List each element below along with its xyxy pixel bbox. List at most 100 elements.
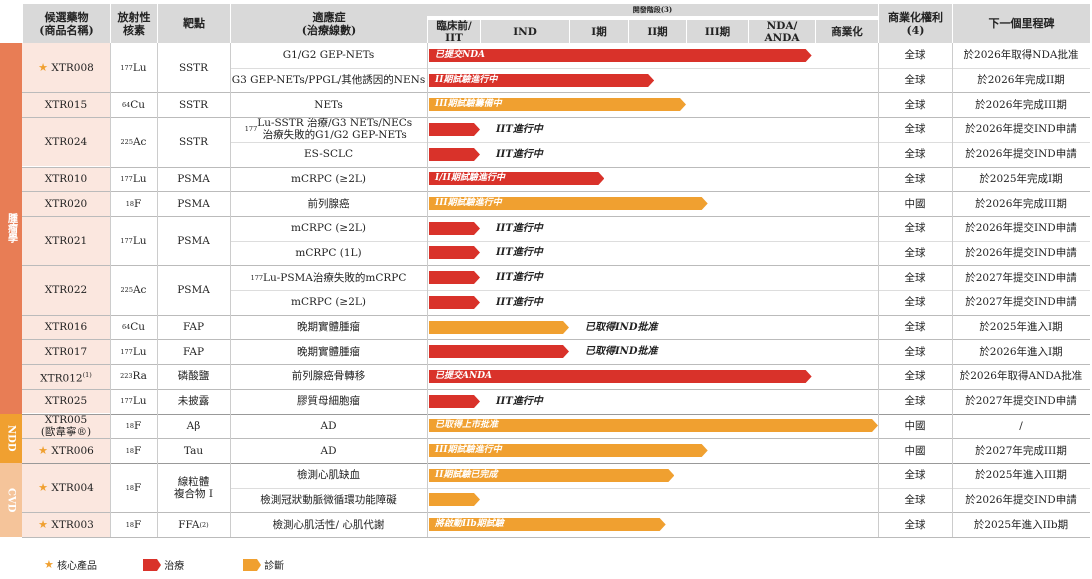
bar-status-text: IIT進行中 bbox=[496, 247, 543, 259]
isotope-cell: 177 Lu bbox=[120, 61, 147, 74]
progress-bar-diagnostic bbox=[429, 493, 480, 507]
legend-treatment-label: 治療 bbox=[164, 561, 185, 572]
column-divider bbox=[110, 43, 111, 537]
category-label: 腫瘤學 bbox=[5, 213, 17, 244]
rights-cell: 中國 bbox=[904, 444, 926, 457]
candidate-name: XTR017 bbox=[44, 345, 88, 358]
indication-cell: AD bbox=[320, 444, 337, 457]
header-candidate: 候選藥物 (商品名稱) bbox=[22, 4, 110, 43]
indication-cell: 前列腺癌 bbox=[307, 197, 350, 210]
progress-bar-diagnostic: II期試驗已完成 bbox=[429, 468, 675, 482]
header-stage-4: III期 bbox=[686, 20, 748, 43]
row-divider bbox=[22, 265, 1090, 267]
star-icon: ★ bbox=[38, 443, 49, 457]
bar-status-text: 已取得IND批准 bbox=[585, 346, 658, 358]
milestone-cell: 於2025年進入IIb期 bbox=[973, 518, 1069, 531]
category-label: NDD bbox=[5, 424, 17, 452]
candidate-cell: XTR020 bbox=[22, 191, 110, 216]
row-subdivider bbox=[230, 240, 1090, 242]
candidate-name: XTR008 bbox=[51, 61, 94, 74]
header-stage-2: I期 bbox=[569, 20, 628, 43]
progress-bar-treatment bbox=[429, 246, 480, 260]
indication-cell: G3 GEP-NETs/PPGL/其他誘因的NENs bbox=[231, 74, 426, 87]
candidate-cell: ★ XTR003 bbox=[22, 512, 110, 537]
milestone-cell: 於2027年提交IND申請 bbox=[965, 296, 1077, 309]
target-cell: SSTR bbox=[178, 98, 209, 111]
indication-cell: 晚期實體腫瘤 bbox=[297, 345, 360, 358]
row-divider bbox=[22, 388, 1090, 390]
progress-bar-diagnostic: 將啟動IIb期試驗 bbox=[429, 518, 666, 532]
bar-label: III期試驗進行中 bbox=[435, 198, 502, 209]
target-cell: FAP bbox=[182, 345, 205, 358]
row-divider bbox=[22, 364, 1090, 366]
milestone-cell: 於2025年進入III期 bbox=[975, 469, 1067, 482]
isotope-cell: 18 F bbox=[125, 419, 142, 432]
candidate-cell: XTR021 bbox=[22, 215, 110, 266]
progress-bar-diagnostic: III期試驗進行中 bbox=[429, 197, 708, 211]
row-subdivider bbox=[230, 290, 1090, 291]
isotope-cell: 64 Cu bbox=[121, 321, 146, 334]
progress-bar-treatment bbox=[429, 345, 569, 359]
rights-cell: 全球 bbox=[904, 469, 926, 482]
candidate-name: XTR004 bbox=[51, 481, 94, 494]
indication-cell: mCRPC (≥2L) bbox=[291, 296, 366, 309]
bar-label: 已提交ANDA bbox=[435, 370, 492, 381]
candidate-cell: XTR025 bbox=[22, 388, 110, 414]
progress-bar-treatment bbox=[429, 394, 480, 408]
candidate-name: XTR015 bbox=[44, 98, 88, 111]
isotope-cell: 177 Lu bbox=[120, 234, 147, 247]
milestone-cell: 於2026年提交IND申請 bbox=[965, 123, 1077, 136]
indication-cell: G1/G2 GEP-NETs bbox=[282, 49, 375, 62]
progress-bar-diagnostic: III期試驗籌備中 bbox=[429, 98, 686, 112]
bar-label: I/II期試驗進行中 bbox=[435, 173, 505, 184]
header-target: 靶點 bbox=[157, 4, 230, 43]
header-stage: 開發階段(3) bbox=[427, 4, 878, 16]
column-divider bbox=[878, 43, 879, 537]
category-cvd: CVD bbox=[0, 462, 22, 537]
rights-cell: 全球 bbox=[904, 395, 926, 408]
rights-cell: 全球 bbox=[904, 493, 926, 506]
rights-cell: 中國 bbox=[904, 197, 926, 210]
legend-treatment: 治療 bbox=[143, 557, 184, 572]
isotope-cell: 177 Lu bbox=[120, 395, 147, 408]
star-icon: ★ bbox=[38, 517, 49, 531]
treatment-arrow-icon bbox=[143, 558, 161, 571]
row-divider bbox=[22, 462, 1090, 464]
milestone-cell: 於2026年提交IND申請 bbox=[965, 246, 1077, 259]
milestone-cell: 於2027年完成III期 bbox=[975, 444, 1067, 457]
row-divider bbox=[22, 117, 1090, 119]
candidate-cell: ★ XTR004 bbox=[22, 462, 110, 513]
column-divider bbox=[230, 43, 231, 537]
milestone-cell: 於2026年提交IND申請 bbox=[965, 493, 1077, 506]
rights-cell: 全球 bbox=[904, 271, 926, 284]
indication-cell: 檢測冠狀動脈微循環功能障礙 bbox=[260, 493, 397, 506]
progress-bar-treatment: I/II期試驗進行中 bbox=[429, 172, 605, 186]
legend-core-label: 核心產品 bbox=[57, 561, 98, 572]
progress-bar-treatment: 已提交ANDA bbox=[429, 369, 812, 383]
milestone-cell: 於2027年提交IND申請 bbox=[965, 271, 1077, 284]
candidate-cell: ★ XTR008 bbox=[22, 43, 110, 93]
indication-cell: mCRPC (≥2L) bbox=[291, 172, 366, 185]
category-label: CVD bbox=[5, 487, 17, 513]
candidate-cell: XTR010 bbox=[22, 166, 110, 192]
bar-label: 將啟動IIb期試驗 bbox=[435, 519, 504, 530]
rights-cell: 全球 bbox=[904, 296, 926, 309]
row-divider bbox=[22, 438, 1090, 440]
candidate-name: XTR016 bbox=[44, 321, 88, 334]
row-subdivider bbox=[230, 67, 1090, 69]
bar-label: III期試驗籌備中 bbox=[435, 99, 502, 110]
row-subdivider bbox=[230, 487, 1090, 489]
target-cell: FFA (2) bbox=[178, 518, 209, 531]
star-icon: ★ bbox=[38, 480, 49, 494]
row-divider bbox=[22, 512, 1090, 514]
header-isotope: 放射性 核素 bbox=[110, 4, 157, 43]
candidate-name: XTR020 bbox=[44, 197, 88, 210]
milestone-cell: 於2026年完成III期 bbox=[975, 98, 1067, 111]
category-ndd: NDD bbox=[0, 413, 22, 463]
rights-cell: 全球 bbox=[904, 74, 926, 87]
candidate-cell: XTR024 bbox=[22, 117, 110, 167]
milestone-cell: 於2026年提交IND申請 bbox=[965, 148, 1077, 161]
milestone-cell: 於2026年取得NDA批准 bbox=[963, 49, 1079, 62]
row-divider bbox=[22, 191, 1090, 193]
indication-cell: AD bbox=[320, 419, 337, 432]
